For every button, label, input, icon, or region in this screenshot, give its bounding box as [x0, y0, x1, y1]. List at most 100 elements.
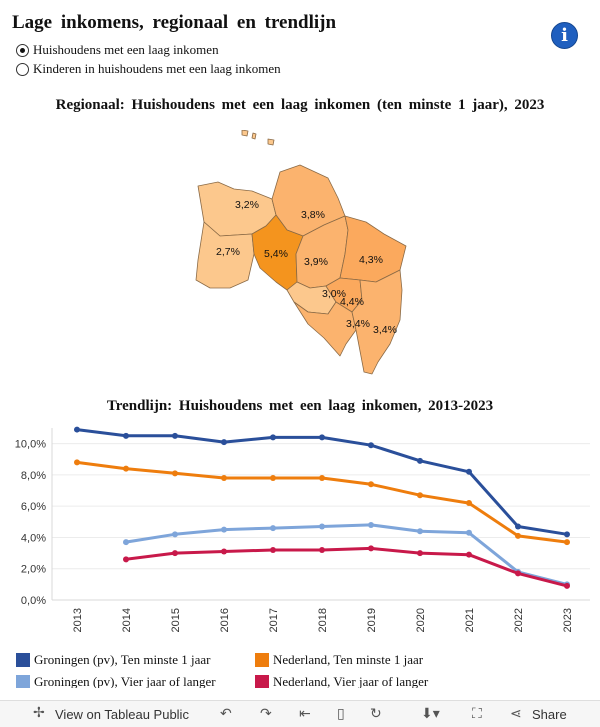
y-tick-label: 10,0% — [15, 439, 46, 451]
y-tick-label: 4,0% — [21, 532, 46, 544]
region-map: 3,2% 3,8% 2,7% 5,4% 3,9% 4,3% 3,0% 4,4% … — [195, 130, 407, 375]
series-4-point — [270, 546, 276, 553]
series-3-point — [221, 526, 227, 533]
series-2-point — [319, 475, 325, 482]
x-tick-label: 2023 — [562, 608, 574, 632]
legend-item-1[interactable]: Groningen (pv), Ten minste 1 jaar — [16, 652, 210, 668]
series-4-point — [466, 551, 472, 558]
share-icon[interactable]: ⋖ — [510, 706, 522, 722]
legend: Groningen (pv), Ten minste 1 jaar Nederl… — [0, 648, 600, 688]
series-2-point — [466, 500, 472, 507]
refresh-icon[interactable]: ↻ — [370, 706, 382, 722]
legend-swatch — [16, 675, 30, 688]
series-3-point — [319, 523, 325, 530]
series-4-point — [221, 548, 227, 555]
x-tick-label: 2014 — [121, 608, 133, 632]
fullscreen-icon[interactable]: ⛶ — [472, 706, 482, 722]
download-icon[interactable]: ⬇▾ — [421, 706, 440, 722]
series-4-point — [172, 550, 178, 557]
series-2-point — [270, 475, 276, 482]
legend-label: Groningen (pv), Vier jaar of langer — [34, 674, 216, 688]
share-button[interactable]: Share — [532, 707, 567, 722]
map-label-southeast-1: 4,4% — [340, 296, 364, 308]
legend-swatch — [255, 675, 269, 688]
legend-item-3[interactable]: Groningen (pv), Vier jaar of langer — [16, 674, 216, 688]
radio-option-households[interactable]: Huishoudens met een laag inkomen — [16, 42, 219, 58]
legend-swatch — [16, 653, 30, 667]
radio-label: Kinderen in huishoudens met een laag ink… — [33, 61, 281, 76]
series-4-point — [319, 546, 325, 553]
radio-unselected-icon[interactable] — [16, 62, 29, 76]
series-4-point — [515, 570, 521, 577]
series-line-4 — [125, 546, 568, 588]
info-icon[interactable]: i — [551, 22, 578, 49]
map-region-west[interactable] — [195, 221, 255, 289]
series-1-point — [172, 432, 178, 439]
redo-icon[interactable]: ↷ — [260, 706, 272, 722]
series-1-point — [564, 531, 570, 538]
series-4-point — [123, 556, 129, 563]
tableau-logo-icon: ✢ — [33, 705, 45, 721]
legend-item-4[interactable]: Nederland, Vier jaar of langer — [255, 674, 428, 688]
series-1-point — [270, 434, 276, 441]
series-3-point — [417, 528, 423, 535]
series-4-point — [564, 582, 570, 589]
y-tick-label: 8,0% — [21, 470, 46, 482]
radio-label: Huishoudens met een laag inkomen — [33, 42, 219, 57]
series-2-point — [564, 539, 570, 546]
x-tick-label: 2022 — [513, 608, 525, 632]
map-label-centre: 3,9% — [304, 256, 328, 268]
series-3-point — [172, 531, 178, 538]
map-label-northwest: 3,2% — [235, 199, 259, 211]
pause-icon[interactable]: ▯ — [337, 706, 345, 722]
undo-icon[interactable]: ↶ — [220, 706, 232, 722]
view-on-tableau-link[interactable]: View on Tableau Public — [55, 707, 189, 722]
trend-chart: 0,0% 2,0% 4,0% 6,0% 8,0% 10,0% 2013 2014 2015 20… — [15, 426, 590, 632]
series-2-point — [417, 492, 423, 499]
page-title: Lage inkomens, regionaal en trendlijn — [12, 12, 337, 33]
map-island-1 — [241, 130, 249, 137]
x-tick-label: 2013 — [72, 608, 84, 632]
legend-item-2[interactable]: Nederland, Ten minste 1 jaar — [255, 652, 423, 668]
x-tick-label: 2020 — [415, 608, 427, 632]
series-3-point — [123, 539, 129, 546]
revert-icon[interactable]: ⇤ — [299, 706, 311, 722]
x-tick-label: 2018 — [317, 608, 329, 632]
series-4-point — [368, 545, 374, 552]
series-1-point — [417, 457, 423, 464]
series-3-point — [368, 521, 374, 528]
map-label-centre-west: 5,4% — [264, 248, 288, 260]
map-label-south: 3,4% — [346, 318, 370, 330]
x-tick-label: 2017 — [268, 608, 280, 632]
x-tick-label: 2016 — [219, 608, 231, 632]
series-1-point — [515, 523, 521, 530]
map-region-southeast-2[interactable] — [351, 269, 403, 375]
series-2-point — [515, 532, 521, 539]
radio-selected-icon[interactable] — [16, 43, 29, 57]
x-tick-label: 2021 — [464, 608, 476, 632]
x-tick-label: 2019 — [366, 608, 378, 632]
series-2-point — [172, 470, 178, 477]
series-3-point — [466, 529, 472, 536]
series-1-point — [368, 442, 374, 449]
series-line-2 — [76, 460, 568, 544]
series-2-point — [221, 475, 227, 482]
y-tick-label: 6,0% — [21, 501, 46, 513]
legend-swatch — [255, 653, 269, 667]
series-2-point — [74, 459, 80, 466]
series-2-point — [368, 481, 374, 488]
map-label-south-centre: 3,0% — [322, 288, 346, 300]
map-label-northeast: 3,8% — [301, 209, 325, 221]
series-1-point — [319, 434, 325, 441]
map-island-2 — [251, 132, 257, 140]
y-tick-label: 0,0% — [21, 595, 46, 607]
y-tick-label: 2,0% — [21, 564, 46, 576]
series-1-point — [123, 432, 129, 439]
map-label-west: 2,7% — [216, 246, 240, 258]
radio-option-children[interactable]: Kinderen in huishoudens met een laag ink… — [16, 61, 281, 77]
series-1-point — [221, 439, 227, 446]
legend-label: Nederland, Vier jaar of langer — [273, 674, 429, 688]
series-2-point — [123, 465, 129, 472]
chart-title: Trendlijn: Huishoudens met een laag inko… — [106, 398, 494, 414]
series-4-point — [417, 550, 423, 557]
